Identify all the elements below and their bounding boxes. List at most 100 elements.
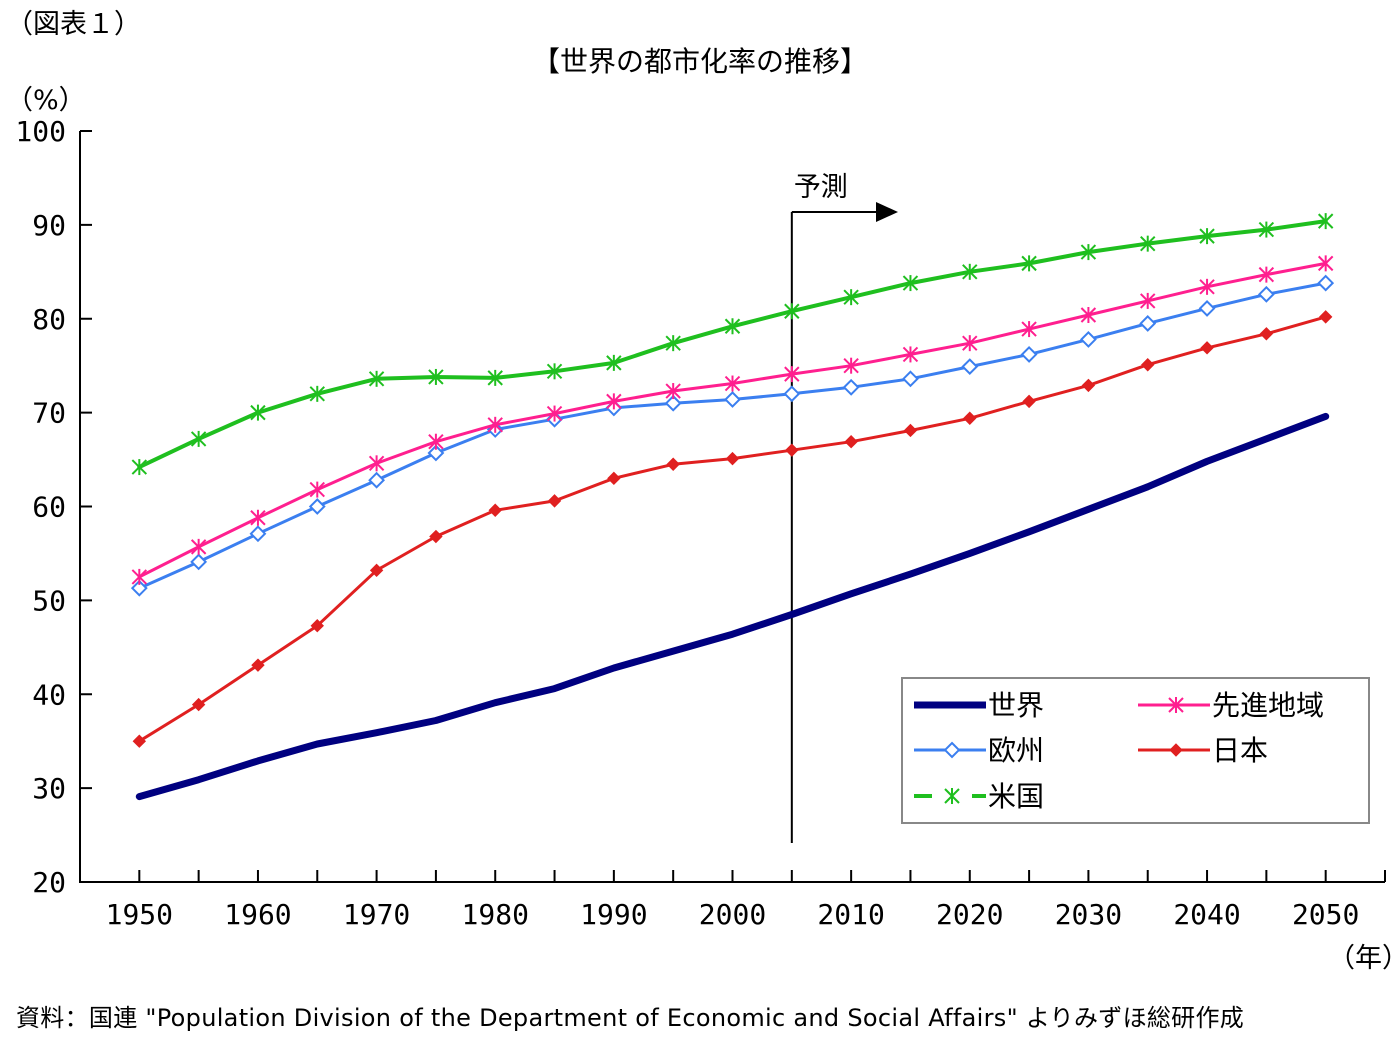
forecast-arrow-head [876,202,898,222]
x-tick-label: 1970 [343,898,410,931]
data-point [902,370,919,388]
data-point [1317,274,1335,292]
legend-entry: 先進地域 [1138,689,1324,722]
legend-marker [1168,697,1184,713]
data-point [725,451,740,466]
series-5 [132,310,1333,748]
data-point [250,509,266,526]
data-point [1259,327,1274,341]
data-point [131,459,148,476]
data-point [1080,306,1097,323]
data-point [606,393,622,410]
series-line [137,219,1328,470]
legend-entry: 欧州 [914,734,1044,767]
legend-marker [943,741,961,759]
y-tick-label: 60 [32,491,66,524]
y-tick-label: 50 [32,584,66,617]
data-point [844,435,858,449]
source-note: 資料：国連 "Population Division of the Depart… [16,1004,1245,1032]
data-point [1021,321,1037,338]
data-point [1258,266,1275,283]
legend-entry: 米国 [914,780,1044,813]
legend-label: 先進地域 [1212,689,1324,722]
data-point [428,368,444,385]
legend-marker [944,788,960,804]
data-point [369,563,384,578]
data-point [132,734,147,748]
data-point [1081,378,1096,393]
data-point [664,394,682,412]
x-tick-label: 2010 [817,898,884,931]
x-tick-label: 2050 [1292,898,1359,931]
series-1 [135,412,1330,801]
data-point [1198,300,1216,317]
chart-title: 【世界の都市化率の推移】 [531,45,868,78]
data-point [251,658,265,672]
data-point [724,375,741,392]
data-point [547,494,562,508]
data-point [1317,213,1334,230]
data-point [1257,285,1275,303]
data-point [428,433,444,450]
data-point [607,471,621,486]
data-point [1139,315,1157,332]
legend-marker [1169,743,1183,757]
data-point [308,498,326,515]
data-point [131,568,148,585]
data-point [962,263,978,280]
data-point [1079,330,1097,348]
data-point [902,346,919,363]
data-point [190,538,207,555]
legend-label: 米国 [988,780,1044,813]
x-tick-label: 2040 [1173,898,1240,931]
data-point [1200,341,1214,355]
x-tick-label: 2000 [699,898,766,931]
data-point [1199,228,1215,245]
data-point [368,455,385,472]
data-point [368,471,386,489]
x-tick-label: 1980 [462,898,529,931]
data-point [963,411,977,425]
data-point [546,363,563,380]
data-point [1199,278,1215,295]
data-point [309,385,325,402]
legend-label: 欧州 [988,734,1044,767]
series-3 [131,213,1334,476]
data-point [488,503,502,517]
data-point [666,457,680,471]
data-point [487,369,503,386]
figure-label: （図表１） [6,9,141,40]
data-point [784,303,800,320]
series-4 [131,255,1334,585]
data-point [665,335,681,352]
x-tick-label: 1960 [224,898,291,931]
data-point [1141,358,1155,372]
x-tick-label: 1990 [580,898,647,931]
data-point [606,354,622,371]
data-point [783,385,801,403]
data-point [190,430,207,447]
data-point [724,318,741,335]
y-tick-label: 90 [32,209,66,242]
data-point [368,370,385,387]
data-point [427,444,445,462]
data-point [665,383,681,400]
data-point [784,366,800,383]
data-point [249,525,267,543]
data-point [190,553,208,571]
data-point [1021,255,1037,272]
data-point [487,416,503,433]
data-point [961,358,979,376]
legend-label: 世界 [988,689,1044,722]
y-axis-unit-label: （%） [6,85,86,116]
data-point [903,423,918,438]
data-point [1258,221,1275,238]
data-point [724,391,741,408]
legend-entry: 日本 [1138,734,1268,767]
data-point [546,405,563,422]
y-tick-label: 20 [32,866,66,899]
data-point [1318,310,1333,324]
